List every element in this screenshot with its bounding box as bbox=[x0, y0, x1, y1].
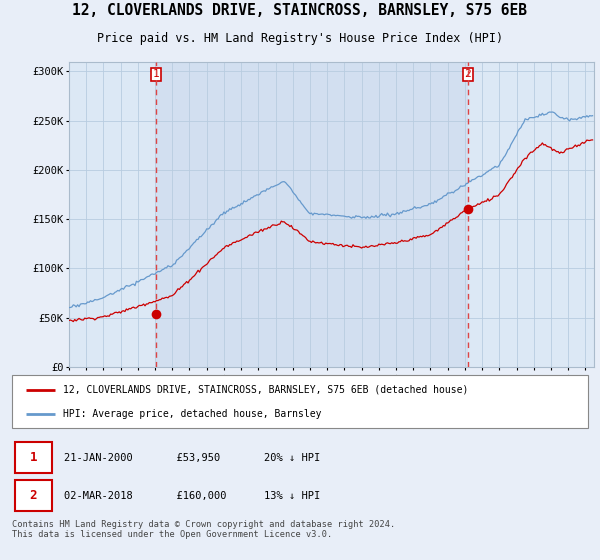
Text: 12, CLOVERLANDS DRIVE, STAINCROSS, BARNSLEY, S75 6EB (detached house): 12, CLOVERLANDS DRIVE, STAINCROSS, BARNS… bbox=[62, 385, 468, 395]
Text: 1: 1 bbox=[152, 69, 160, 79]
Text: 2: 2 bbox=[29, 489, 37, 502]
Text: 21-JAN-2000       £53,950       20% ↓ HPI: 21-JAN-2000 £53,950 20% ↓ HPI bbox=[64, 452, 320, 463]
Bar bbox=[156, 62, 468, 367]
Text: HPI: Average price, detached house, Barnsley: HPI: Average price, detached house, Barn… bbox=[62, 409, 321, 419]
Text: 2: 2 bbox=[464, 69, 471, 79]
FancyBboxPatch shape bbox=[12, 375, 588, 428]
Text: 12, CLOVERLANDS DRIVE, STAINCROSS, BARNSLEY, S75 6EB: 12, CLOVERLANDS DRIVE, STAINCROSS, BARNS… bbox=[73, 3, 527, 18]
FancyBboxPatch shape bbox=[15, 480, 52, 511]
Text: Contains HM Land Registry data © Crown copyright and database right 2024.
This d: Contains HM Land Registry data © Crown c… bbox=[12, 520, 395, 539]
FancyBboxPatch shape bbox=[15, 442, 52, 473]
Text: 1: 1 bbox=[29, 451, 37, 464]
Text: 02-MAR-2018       £160,000      13% ↓ HPI: 02-MAR-2018 £160,000 13% ↓ HPI bbox=[64, 491, 320, 501]
Text: Price paid vs. HM Land Registry's House Price Index (HPI): Price paid vs. HM Land Registry's House … bbox=[97, 32, 503, 45]
